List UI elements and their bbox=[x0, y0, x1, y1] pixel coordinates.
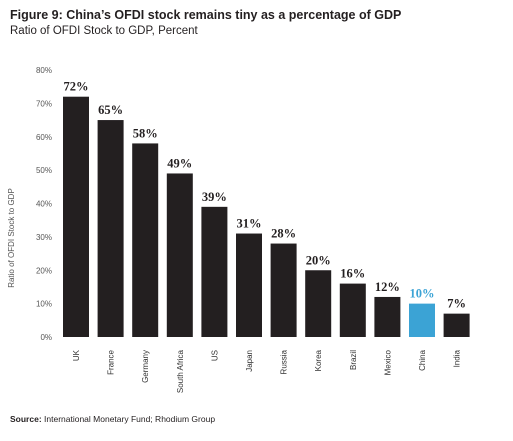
source-note: Source: International Monetary Fund; Rho… bbox=[10, 414, 215, 424]
category-label: France bbox=[107, 349, 116, 374]
data-label: 16% bbox=[340, 267, 365, 281]
y-tick-label: 0% bbox=[40, 333, 52, 342]
y-tick-label: 80% bbox=[36, 66, 52, 75]
bar bbox=[132, 143, 159, 337]
category-label: Korea bbox=[314, 349, 323, 371]
data-labels: 72% 65% 58% 49% 39% 31% 28% 20% 16% 12% 10% 7% bbox=[64, 80, 466, 311]
category-label: China bbox=[418, 349, 427, 370]
bar bbox=[97, 120, 124, 337]
data-label: 39% bbox=[202, 190, 227, 204]
bar bbox=[63, 96, 89, 337]
source-label: Source: bbox=[10, 414, 42, 424]
category-label: Brazil bbox=[349, 350, 358, 370]
bar bbox=[339, 283, 366, 337]
category-label: Germany bbox=[141, 350, 150, 383]
source-text: International Monetary Fund; Rhodium Gro… bbox=[41, 414, 216, 424]
category-label: UK bbox=[72, 349, 81, 361]
data-label: 28% bbox=[271, 227, 296, 241]
category-label: Japan bbox=[245, 350, 254, 372]
category-label: US bbox=[210, 350, 219, 361]
data-label: 10% bbox=[410, 287, 435, 301]
data-label: 12% bbox=[375, 280, 400, 294]
y-tick-label: 10% bbox=[36, 300, 52, 309]
data-label: 72% bbox=[64, 80, 89, 94]
category-label: India bbox=[453, 349, 462, 367]
y-tick-label: 30% bbox=[36, 233, 52, 242]
x-axis: UK France Germany South Africa US Japan Russia… bbox=[72, 349, 462, 393]
y-tick-label: 70% bbox=[36, 99, 52, 108]
bar bbox=[443, 313, 470, 337]
data-label: 65% bbox=[98, 103, 123, 117]
bars bbox=[63, 96, 470, 337]
data-label: 31% bbox=[237, 217, 262, 231]
chart-title: Figure 9: China’s OFDI stock remains tin… bbox=[10, 8, 402, 22]
y-axis-title: Ratio of OFDI Stock to GDP bbox=[7, 188, 16, 288]
category-label: Russia bbox=[280, 349, 289, 374]
data-label: 20% bbox=[306, 253, 331, 267]
bar-chart: Ratio of OFDI Stock to GDP 0% 10% 20% 30% 40… bbox=[7, 66, 470, 393]
y-tick-label: 60% bbox=[36, 133, 52, 142]
bar bbox=[305, 270, 332, 337]
y-tick-label: 50% bbox=[36, 166, 52, 175]
y-tick-label: 20% bbox=[36, 266, 52, 275]
y-tick-label: 40% bbox=[36, 200, 52, 209]
bar bbox=[236, 233, 262, 337]
bar bbox=[374, 296, 401, 337]
category-label: Mexico bbox=[383, 349, 392, 375]
y-axis: 0% 10% 20% 30% 40% 50% 60% 70% 80% bbox=[36, 66, 52, 342]
bar bbox=[201, 206, 228, 337]
data-label: 7% bbox=[447, 297, 466, 311]
data-label: 49% bbox=[167, 156, 192, 170]
chart-subtitle: Ratio of OFDI Stock to GDP, Percent bbox=[10, 25, 198, 37]
bar bbox=[409, 303, 435, 337]
category-label: South Africa bbox=[176, 349, 185, 393]
data-label: 58% bbox=[133, 126, 158, 140]
bar bbox=[166, 173, 193, 337]
bar bbox=[270, 243, 297, 337]
